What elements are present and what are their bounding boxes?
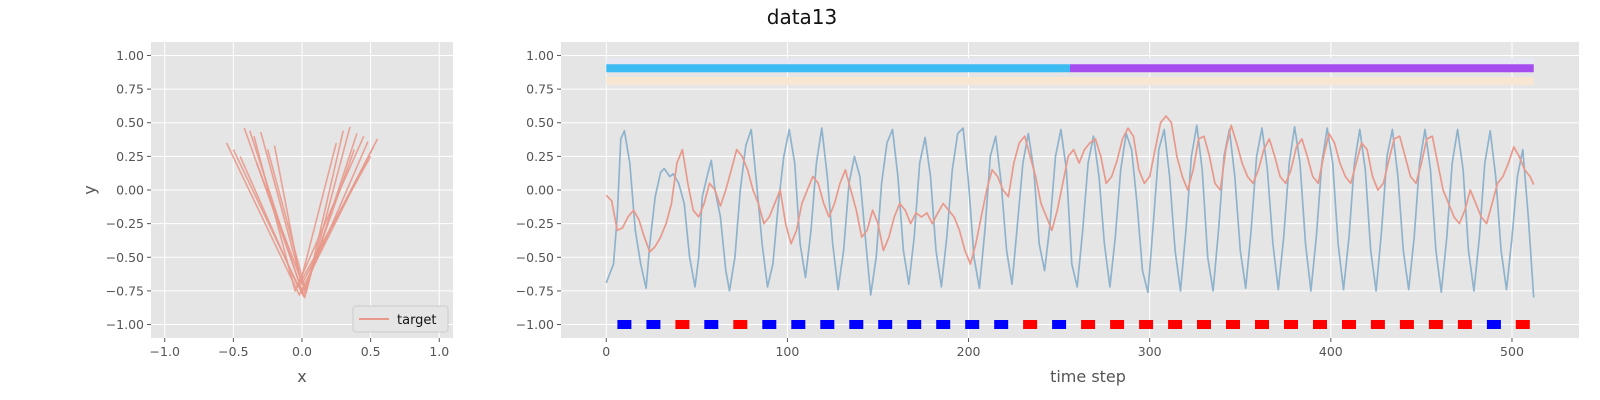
event-marker (1399, 320, 1414, 329)
legend-box (352, 305, 449, 333)
left-y-axis-label: y (80, 185, 99, 194)
right-y-tick-label: −1.00 (516, 317, 554, 332)
right-x-tick-label: 100 (775, 344, 799, 359)
left-y-tick-label: 0.25 (116, 149, 144, 164)
left-x-tick-label: 0.5 (361, 344, 381, 359)
event-marker (675, 320, 690, 329)
event-marker (1139, 320, 1154, 329)
right-x-tick-label: 200 (957, 344, 981, 359)
right-x-axis-label: time step (1050, 367, 1126, 386)
right-y-tick-label: 0.25 (526, 149, 554, 164)
event-marker (820, 320, 835, 329)
right-y-tick-label: −0.25 (516, 216, 554, 231)
event-marker (1197, 320, 1211, 329)
left-x-axis-label: x (297, 367, 306, 386)
right-y-tick-label: 0.75 (526, 82, 554, 97)
target-trajectory-line (255, 149, 355, 291)
event-marker (1023, 320, 1038, 329)
left-x-tick-label: −1.0 (150, 344, 180, 359)
left-y-tick-label: 1.00 (116, 48, 144, 63)
event-marker (849, 320, 864, 329)
event-marker (1428, 320, 1443, 329)
left-y-tick-label: 0.75 (116, 82, 144, 97)
event-marker (1110, 320, 1125, 329)
event-marker (994, 320, 1009, 329)
chart-title: data13 (767, 5, 838, 29)
right-y-tick-label: 1.00 (526, 48, 554, 63)
right-y-tick-label: −0.75 (516, 283, 554, 298)
event-marker (1342, 320, 1356, 329)
event-marker (704, 320, 719, 329)
event-marker (1313, 320, 1327, 329)
event-marker (646, 320, 661, 329)
left-x-tick-label: −0.5 (218, 344, 248, 359)
event-marker (907, 320, 922, 329)
legend-label-target: target (397, 313, 437, 328)
event-marker (1370, 320, 1385, 329)
target-trajectory-line (232, 141, 369, 295)
right-y-tick-label: 0.00 (526, 183, 554, 198)
event-marker (1226, 320, 1240, 329)
event-marker (878, 320, 893, 329)
event-marker (1052, 320, 1067, 329)
event-marker (1486, 320, 1501, 329)
event-marker (1255, 320, 1269, 329)
left-x-tick-label: 1.0 (429, 344, 449, 359)
legend: target (352, 305, 449, 333)
left-y-tick-label: −0.50 (106, 250, 144, 265)
right-x-tick-label: 0 (602, 344, 610, 359)
event-marker (791, 320, 806, 329)
event-marker (1457, 320, 1472, 329)
event-marker (936, 320, 951, 329)
left-y-tick-label: 0.00 (116, 183, 144, 198)
event-marker (1081, 320, 1096, 329)
target-trajectory-line (249, 130, 358, 298)
right-x-tick-label: 500 (1500, 344, 1524, 359)
series-line-2 (605, 115, 1535, 265)
left-y-tick-label: 0.50 (116, 115, 144, 130)
trajectory-plot: −1.0 −0.5 0.0 0.5 1.0 −1.00 −0.75 −0.50 −0.25 0.0… (80, 42, 453, 386)
target-trajectory-line (239, 156, 372, 288)
series-line-1 (605, 124, 1535, 298)
left-y-tick-label: −0.75 (106, 283, 144, 298)
time-series-plot: data13 0 100 200 300 400 500 −1.00 −0.75 −0.50 −0… (516, 5, 1579, 386)
event-marker (1168, 320, 1183, 329)
event-marker (762, 320, 777, 329)
event-marker (1515, 320, 1530, 329)
right-y-tick-label: 0.50 (526, 115, 554, 130)
event-marker (617, 320, 632, 329)
event-marker (1284, 320, 1298, 329)
left-y-tick-label: −1.00 (106, 317, 144, 332)
right-x-tick-label: 400 (1319, 344, 1343, 359)
target-trajectory-line (273, 142, 338, 283)
event-marker (965, 320, 980, 329)
right-x-tick-label: 300 (1138, 344, 1162, 359)
target-trajectory-line (266, 130, 344, 294)
right-y-tick-label: −0.50 (516, 250, 554, 265)
left-x-tick-label: 0.0 (292, 344, 312, 359)
event-marker (733, 320, 748, 329)
left-y-tick-label: −0.25 (106, 216, 144, 231)
